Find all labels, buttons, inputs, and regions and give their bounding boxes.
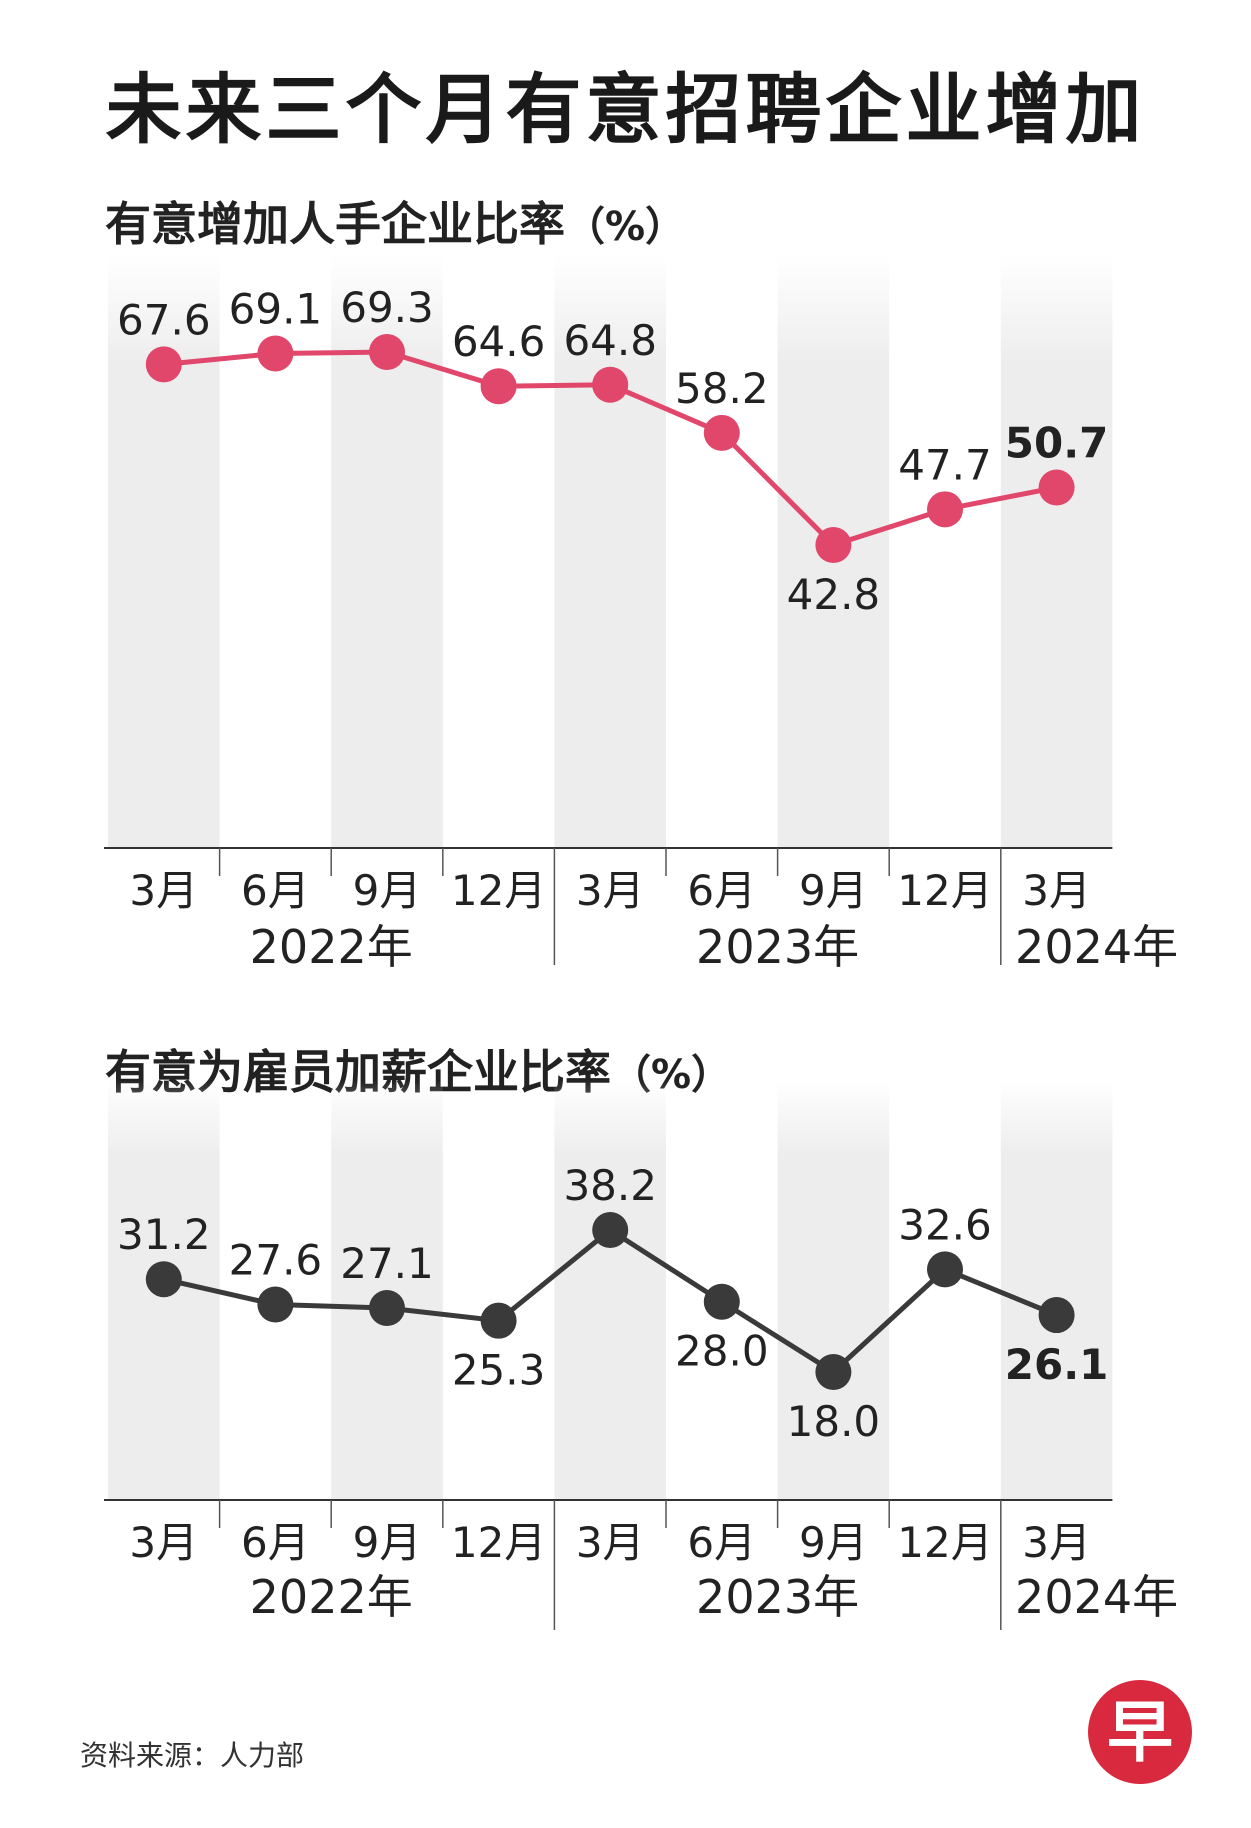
data-point <box>369 334 405 370</box>
data-point <box>703 414 740 451</box>
x-tick-label: 6月 <box>241 866 310 915</box>
data-label: 58.2 <box>675 364 769 413</box>
x-tick-label: 12月 <box>451 1518 546 1567</box>
x-tick-label: 3月 <box>1022 866 1091 915</box>
data-label: 50.7 <box>1005 418 1109 467</box>
source-note: 资料来源：人力部 <box>80 1739 305 1772</box>
x-tick-label: 6月 <box>687 866 756 915</box>
data-label: 31.2 <box>117 1210 211 1259</box>
background-band <box>1000 1080 1113 1500</box>
data-point <box>369 1290 405 1327</box>
year-label: 2022年 <box>250 1570 413 1624</box>
data-point <box>145 1261 182 1298</box>
background-band <box>1000 255 1113 848</box>
year-label: 2024年 <box>1015 920 1178 974</box>
x-tick-label: 12月 <box>451 866 546 915</box>
wage-increase-line-chart: 3月 6月 9月 12月 3月 6月 9月 12月 3月 2022年 2023年 2024年 31.2 2… <box>104 1080 1178 1630</box>
main-title: 未来三个月有意招聘企业增加 <box>105 65 1146 154</box>
x-tick-label: 6月 <box>241 1518 310 1567</box>
year-label: 2022年 <box>250 920 413 974</box>
data-label: 27.6 <box>229 1236 323 1285</box>
data-point <box>592 366 629 403</box>
data-label: 18.0 <box>787 1397 881 1446</box>
data-point <box>592 1212 629 1248</box>
x-tick-label: 12月 <box>897 1518 992 1567</box>
data-point <box>1038 469 1075 506</box>
background-band <box>331 1080 443 1500</box>
x-tick-label: 6月 <box>687 1518 756 1567</box>
data-label: 32.6 <box>898 1200 992 1249</box>
background-band <box>777 1080 890 1500</box>
x-tick-label: 3月 <box>129 1518 198 1567</box>
data-label: 67.6 <box>117 295 211 344</box>
year-label: 2023年 <box>696 1570 859 1624</box>
x-tick-label: 9月 <box>353 1518 422 1567</box>
data-label: 64.8 <box>563 316 657 365</box>
x-tick-label: 12月 <box>897 866 992 915</box>
data-label: 64.6 <box>452 317 546 366</box>
data-label: 47.7 <box>898 440 992 489</box>
data-label: 27.1 <box>340 1239 434 1288</box>
data-point <box>145 346 182 383</box>
data-label: 38.2 <box>563 1161 657 1210</box>
x-tick-label: 9月 <box>353 866 422 915</box>
data-point <box>927 491 963 528</box>
data-point <box>815 1354 852 1390</box>
x-tick-label: 3月 <box>576 866 645 915</box>
x-tick-label: 9月 <box>799 866 868 915</box>
data-label: 42.8 <box>787 570 881 619</box>
data-point <box>703 1283 740 1320</box>
data-point <box>480 368 517 405</box>
x-tick-label: 3月 <box>1022 1518 1091 1567</box>
data-point <box>257 1286 294 1323</box>
data-point <box>257 335 294 372</box>
chart1-unit: （%） <box>565 204 686 250</box>
data-label: 26.1 <box>1005 1340 1109 1389</box>
year-label: 2023年 <box>696 920 859 974</box>
data-label: 69.3 <box>340 283 434 332</box>
x-tick-label: 3月 <box>129 866 198 915</box>
zaobao-logo: 早 <box>1088 1680 1192 1784</box>
data-point <box>927 1251 963 1288</box>
background-band <box>554 255 666 848</box>
data-point <box>815 527 852 563</box>
x-tick-label: 9月 <box>799 1518 868 1567</box>
data-point <box>1038 1297 1075 1334</box>
data-label: 25.3 <box>452 1346 546 1395</box>
year-label: 2024年 <box>1015 1570 1178 1624</box>
data-label: 28.0 <box>675 1327 769 1376</box>
x-tick-label: 3月 <box>576 1518 645 1567</box>
data-label: 69.1 <box>229 284 323 333</box>
background-band <box>554 1080 666 1500</box>
data-point <box>480 1302 517 1339</box>
hiring-intent-line-chart: 3月 6月 9月 12月 3月 6月 9月 12月 3月 2022年 2023年 2024年 67.6 6… <box>104 255 1178 974</box>
chart1-title-text: 有意增加人手企业比率 <box>105 197 565 251</box>
chart1-title: 有意增加人手企业比率（%） <box>105 188 685 254</box>
